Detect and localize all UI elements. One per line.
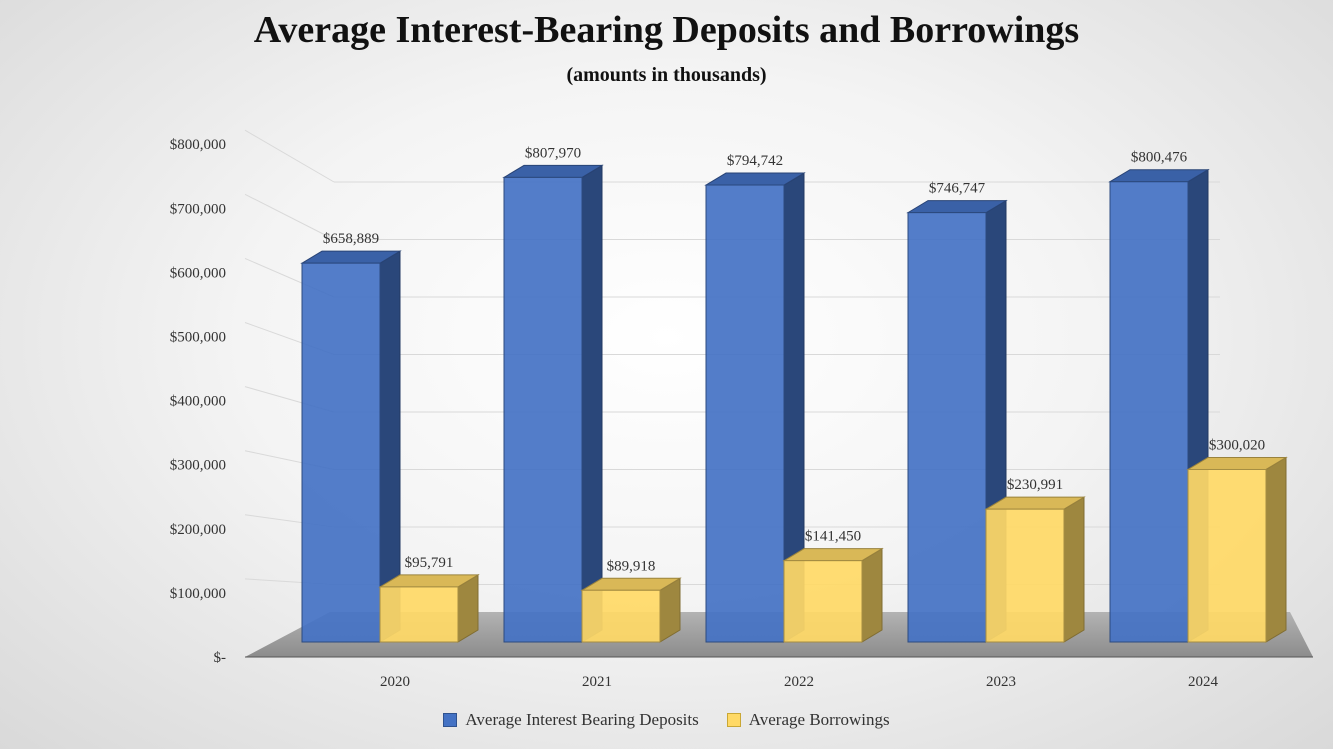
data-label: $746,747 <box>929 181 986 197</box>
data-label: $300,020 <box>1209 437 1265 453</box>
legend-item-borrowings: Average Borrowings <box>726 710 890 730</box>
data-label: $141,450 <box>805 529 861 545</box>
y-tick-label: $300,000 <box>170 458 226 474</box>
y-tick-label: $400,000 <box>170 394 226 410</box>
borrowings-bar <box>379 586 459 643</box>
y-tick-label: $100,000 <box>170 586 226 602</box>
y-tick-label: $700,000 <box>170 201 226 217</box>
deposits-bar <box>1109 181 1189 643</box>
x-tick-label: 2022 <box>784 674 814 690</box>
data-label: $794,742 <box>727 153 783 169</box>
borrowings-bar-side <box>1063 496 1085 643</box>
data-label: $800,476 <box>1131 150 1188 166</box>
deposits-bar <box>705 184 785 643</box>
y-tick-label: $800,000 <box>170 137 226 153</box>
deposits-bar-side <box>581 164 603 643</box>
legend-label-borrowings: Average Borrowings <box>748 710 890 729</box>
y-tick-label: $500,000 <box>170 330 226 346</box>
deposits-bar <box>503 176 583 643</box>
data-label: $89,918 <box>607 558 656 574</box>
legend-swatch-borrowings <box>726 713 741 727</box>
borrowings-bar <box>581 589 661 643</box>
x-tick-label: 2020 <box>380 674 410 690</box>
borrowings-bar <box>985 508 1065 643</box>
borrowings-bar <box>1187 468 1267 643</box>
data-label: $658,889 <box>323 231 379 247</box>
x-tick-label: 2021 <box>582 674 612 690</box>
deposits-bar <box>301 262 381 643</box>
data-label: $807,970 <box>525 145 581 161</box>
gridline-side <box>244 193 335 240</box>
chart-subtitle: (amounts in thousands) <box>566 64 767 86</box>
borrowings-bar-side <box>861 547 883 643</box>
borrowings-bar-side <box>1265 456 1287 643</box>
legend-item-deposits: Average Interest Bearing Deposits <box>443 710 699 730</box>
y-tick-label: $- <box>214 650 227 666</box>
data-label: $95,791 <box>405 555 454 571</box>
y-tick-label: $600,000 <box>170 265 226 281</box>
y-tick-label: $200,000 <box>170 522 226 538</box>
legend-swatch-deposits <box>443 713 458 727</box>
data-label: $230,991 <box>1007 477 1063 493</box>
legend-label-deposits: Average Interest Bearing Deposits <box>465 710 699 729</box>
chart-title: Average Interest-Bearing Deposits and Bo… <box>253 9 1080 51</box>
deposits-bar <box>907 212 987 643</box>
x-tick-label: 2023 <box>986 674 1016 690</box>
legend: Average Interest Bearing Deposits Averag… <box>0 710 1333 730</box>
x-tick-label: 2024 <box>1188 674 1219 690</box>
borrowings-bar <box>783 560 863 643</box>
gridline-side <box>244 129 335 183</box>
